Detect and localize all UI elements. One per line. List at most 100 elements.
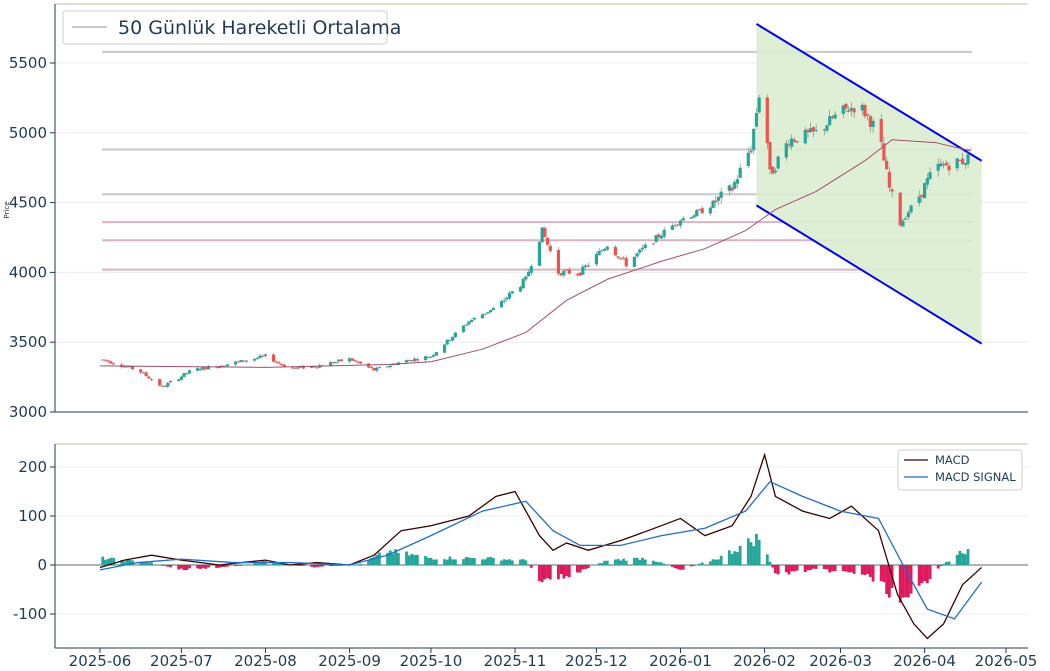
histogram-bar-positive [600, 563, 604, 565]
histogram-bar-negative [681, 565, 685, 570]
candle-up [635, 253, 639, 257]
candle-up [377, 367, 381, 369]
histogram-bar-positive [521, 559, 525, 565]
candle-down [847, 110, 851, 112]
candle-up [470, 319, 474, 323]
histogram-bar-negative [538, 565, 541, 581]
candle-up [453, 332, 457, 338]
histogram-bar-positive [293, 564, 297, 566]
histogram-bar-negative [204, 565, 208, 569]
candle-down [111, 363, 116, 365]
candle-down [331, 362, 335, 364]
candle-up [752, 128, 756, 150]
histogram-bar-positive [714, 559, 718, 565]
histogram-bar-positive [660, 562, 663, 565]
price-y-tick-label: 5000 [9, 124, 47, 142]
candle-up [432, 354, 436, 357]
candle-up [486, 312, 490, 314]
date-x-tick-label: 2026-05 [975, 652, 1038, 670]
candle-up [489, 309, 493, 313]
candle-down [700, 208, 704, 214]
histogram-bar-positive [112, 557, 115, 565]
candle-up [177, 379, 181, 381]
histogram-bar-positive [139, 562, 143, 565]
histogram-bar-positive [410, 553, 414, 565]
candle-down [301, 365, 306, 369]
candle-up [776, 156, 780, 169]
candle-up [757, 97, 761, 113]
candle-up [529, 266, 533, 273]
candle-down [852, 108, 856, 113]
histogram-bar-positive [462, 559, 465, 565]
histogram-bar-negative [771, 565, 775, 568]
histogram-bar-negative [557, 565, 560, 580]
histogram-bar-negative [169, 565, 172, 568]
histogram-bar-positive [106, 558, 110, 565]
candle-down [410, 360, 414, 362]
histogram-bar-negative [939, 565, 943, 567]
candle-up [809, 128, 813, 133]
histogram-bar-positive [510, 560, 514, 565]
candle-down [125, 366, 129, 368]
histogram-bar-negative [220, 565, 224, 567]
histogram-bar-positive [719, 555, 723, 565]
macd-panel: -100 0 100 200 2025-06 2025-07 2025-08 2025-09… [13, 443, 1038, 670]
histogram-bar-positive [242, 564, 246, 566]
candle-down [830, 116, 834, 119]
histogram-bar-negative [795, 565, 799, 571]
candle-up [347, 358, 352, 362]
histogram-bar-positive [448, 556, 452, 565]
histogram-bar-negative [776, 565, 780, 575]
histogram-bar-negative [340, 565, 343, 566]
histogram-bar-negative [331, 565, 335, 566]
histogram-bar-positive [955, 554, 959, 565]
candle-down [730, 187, 734, 191]
histogram-bar-positive [109, 557, 113, 565]
histogram-bar-positive [274, 562, 278, 565]
histogram-bar-negative [774, 565, 777, 574]
histogram-bar-negative [882, 565, 886, 583]
histogram-bar-negative [584, 565, 587, 569]
date-x-tick-label: 2025-07 [150, 652, 213, 670]
histogram-bar-positive [388, 550, 392, 565]
candle-down [198, 368, 202, 370]
histogram-bar-negative [901, 565, 905, 598]
histogram-bar-negative [887, 565, 891, 598]
histogram-bar-negative [809, 565, 813, 570]
descending-channel [755, 23, 983, 345]
candle-down [144, 372, 148, 377]
histogram-bar-positive [733, 551, 737, 565]
price-legend: 50 Günlük Hareketli Ortalama [62, 10, 401, 45]
candle-up [375, 367, 379, 371]
candle-down [960, 158, 965, 164]
candle-up [385, 366, 390, 368]
histogram-bar-positive [375, 554, 379, 565]
candle-down [109, 361, 113, 364]
candle-up [654, 235, 658, 243]
histogram-bar-positive [353, 564, 357, 566]
histogram-bar-negative [321, 565, 324, 567]
candle-up [659, 235, 664, 239]
histogram-bar-negative [310, 565, 313, 567]
candle-up [746, 152, 750, 166]
candle-down [372, 367, 376, 371]
histogram-bar-positive [245, 564, 248, 566]
candle-up [334, 361, 338, 363]
candle-up [678, 220, 683, 226]
histogram-bar-negative [543, 565, 547, 580]
candle-up [434, 352, 438, 356]
candle-down [621, 257, 626, 259]
histogram-bar-positive [730, 553, 734, 565]
candle-down [280, 363, 284, 365]
candle-up [754, 113, 759, 127]
histogram-bar-negative [562, 565, 566, 579]
histogram-bar-positive [651, 560, 655, 565]
histogram-bar-positive [445, 559, 449, 565]
candle-up [963, 163, 967, 165]
candle-down [242, 360, 246, 362]
candle-up [942, 164, 946, 166]
candle-up [676, 224, 680, 226]
candle-down [369, 366, 373, 369]
candle-up [182, 373, 186, 377]
histogram-bar-positive [377, 552, 381, 565]
